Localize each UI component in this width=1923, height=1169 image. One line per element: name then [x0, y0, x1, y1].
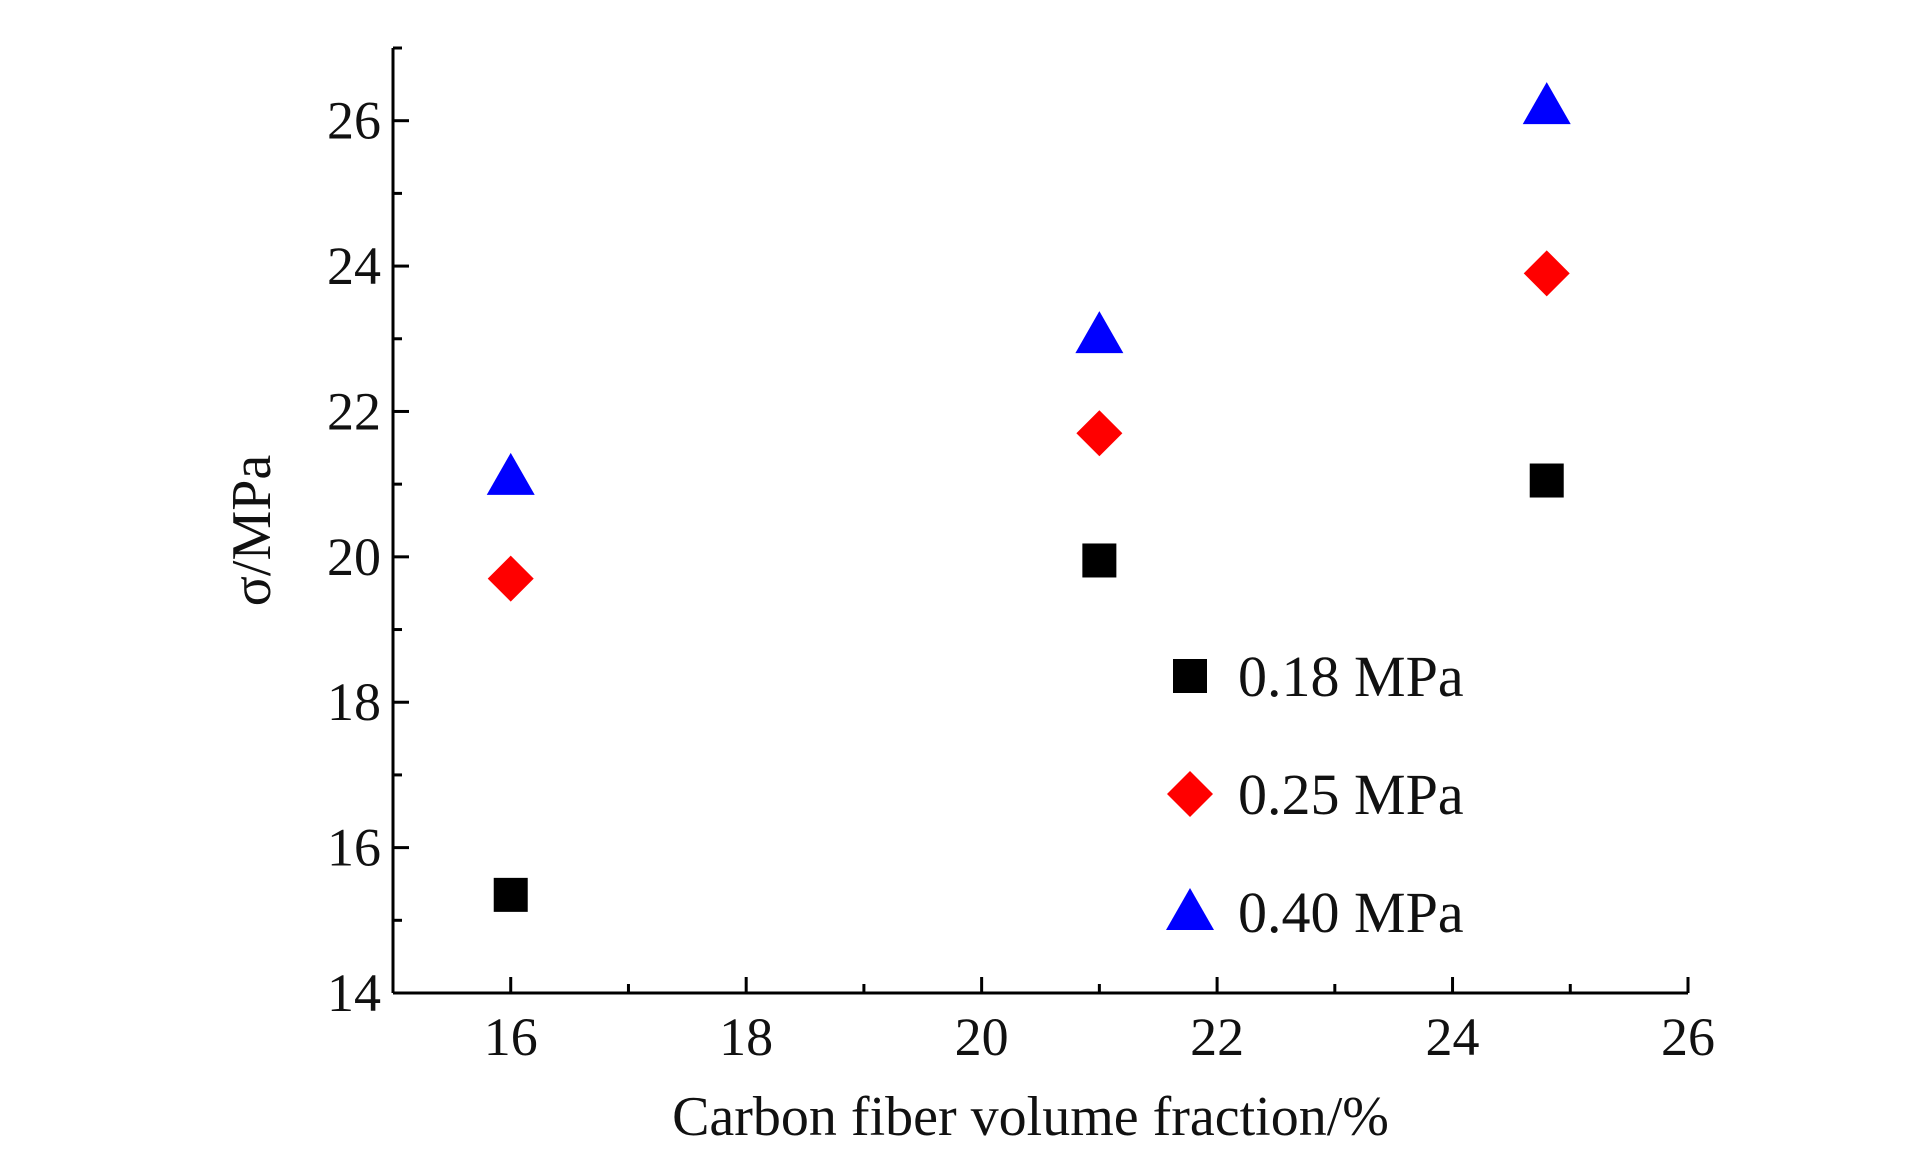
y-tick-label: 22 [327, 381, 381, 441]
legend-square-marker [1173, 659, 1207, 693]
x-axis-title: Carbon fiber volume fraction/% [672, 1086, 1389, 1148]
square-data-point [493, 877, 528, 912]
x-tick-label: 24 [1426, 1007, 1480, 1067]
y-tick-label: 26 [327, 91, 381, 151]
legend-label: 0.25 MPa [1238, 762, 1464, 827]
axes: 16 18 20 22 24 26 14 16 18 20 22 24 26 [327, 46, 1715, 1067]
x-tick-label: 18 [719, 1007, 773, 1067]
legend-diamond-marker [1167, 771, 1213, 817]
y-tick-label: 18 [327, 672, 381, 732]
legend: 0.18 MPa 0.25 MPa 0.40 MPa [1166, 644, 1464, 945]
diamond-data-point [1523, 250, 1570, 297]
plot-area [486, 82, 1571, 912]
x-tick-label: 16 [484, 1007, 538, 1067]
triangle-data-point [1522, 82, 1571, 125]
square-data-point [1082, 543, 1117, 578]
y-tick-label: 16 [327, 818, 381, 878]
y-tick-label: 24 [327, 236, 381, 296]
x-tick-label: 22 [1190, 1007, 1244, 1067]
x-axis-ticks: 16 18 20 22 24 26 [391, 977, 1715, 1067]
y-tick-label: 14 [327, 963, 381, 1023]
legend-label: 0.18 MPa [1238, 644, 1464, 709]
legend-triangle-marker [1166, 888, 1214, 930]
y-axis-ticks: 14 16 18 20 22 24 26 [327, 46, 409, 1023]
legend-label: 0.40 MPa [1238, 880, 1464, 945]
diamond-data-point [1076, 410, 1123, 457]
y-tick-label: 20 [327, 527, 381, 587]
x-tick-label: 20 [955, 1007, 1009, 1067]
y-axis-title: σ/MPa [221, 455, 283, 607]
diamond-data-point [487, 555, 534, 602]
x-tick-label: 26 [1661, 1007, 1715, 1067]
square-data-point [1529, 463, 1564, 498]
triangle-data-point [486, 452, 535, 495]
triangle-data-point [1075, 311, 1124, 354]
